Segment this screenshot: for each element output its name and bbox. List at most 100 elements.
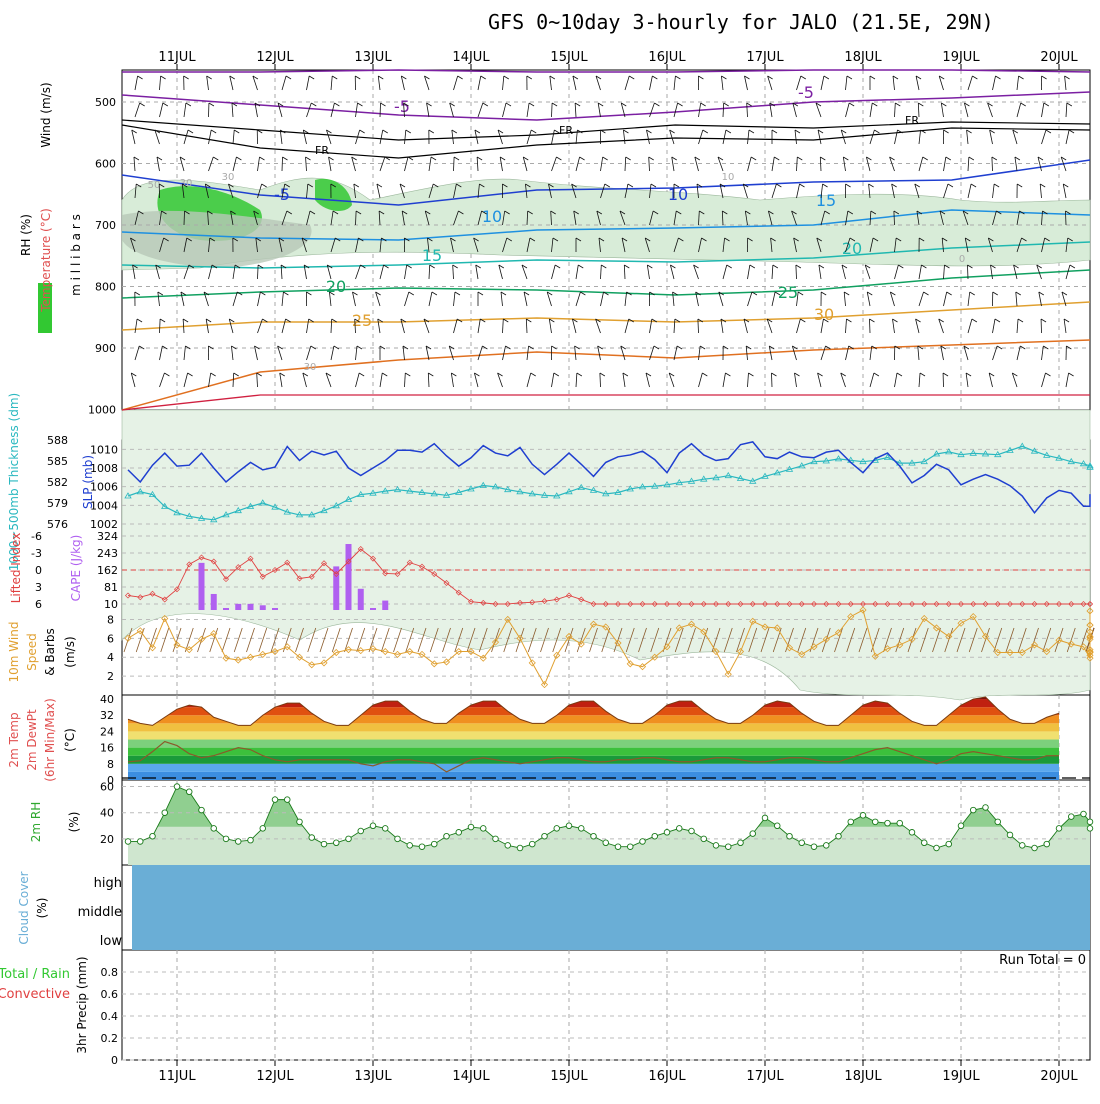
wind-barb xyxy=(1042,130,1046,144)
wind-barb xyxy=(380,373,382,387)
rh2m-line-point xyxy=(517,845,523,851)
date-label-top: 11JUL xyxy=(158,50,196,65)
wind10-barb xyxy=(222,628,230,652)
wind-barb xyxy=(428,373,429,387)
rh2m-line-point xyxy=(505,843,511,849)
wind-barb xyxy=(401,76,404,90)
wind-barb-flag xyxy=(531,373,536,376)
wind-barb xyxy=(573,76,576,90)
wind-barb xyxy=(575,103,576,117)
wind-barb xyxy=(134,157,135,171)
isotherm-freezing xyxy=(122,120,1090,140)
wind-barb-flag xyxy=(821,292,826,295)
wind-barb xyxy=(795,373,797,387)
wind-barb-flag xyxy=(429,130,434,133)
wind-barb xyxy=(1039,292,1042,306)
wind-barb-flag xyxy=(603,157,608,160)
li-tick-label: 6 xyxy=(35,598,42,611)
wind-barb xyxy=(303,130,306,144)
wind-barb xyxy=(282,76,286,90)
wind-barb-flag xyxy=(550,76,555,79)
isotherm-label: FR xyxy=(905,114,919,127)
wind-barb xyxy=(650,103,655,117)
wind-barb-flag xyxy=(452,130,457,133)
temp-bands xyxy=(122,691,1090,780)
wind-barb xyxy=(503,346,506,360)
rh2m-line-point xyxy=(652,833,658,839)
wind-barb xyxy=(650,76,653,90)
wind-barb xyxy=(623,130,625,144)
wind-barb xyxy=(968,76,972,90)
wind-barb-flag xyxy=(409,292,414,295)
wind-barb xyxy=(405,130,406,144)
cape-tick-label: 10 xyxy=(104,598,118,611)
wind-barb xyxy=(476,265,478,279)
wind-barb xyxy=(893,76,894,90)
wind-barb xyxy=(527,103,529,117)
wind-barb-flag xyxy=(748,373,753,376)
wind-barb-flag xyxy=(972,319,977,322)
rh2m-line-point xyxy=(260,826,266,832)
wind-barb xyxy=(919,130,921,144)
wind-barb-flag xyxy=(382,373,387,376)
wind-barb xyxy=(819,265,821,279)
rh2m-line-point xyxy=(762,815,768,821)
wind-barb xyxy=(503,103,507,117)
li-tick-label: -3 xyxy=(31,547,42,560)
isotherm-minus5 xyxy=(122,92,1090,120)
wind-barb xyxy=(797,184,800,198)
wind-barb xyxy=(478,103,483,117)
wind-barb xyxy=(503,76,504,90)
wind-barb xyxy=(552,265,556,279)
wind-barb-flag xyxy=(259,157,264,160)
thickness-tick-label: 579 xyxy=(47,497,68,510)
rh2m-line-point xyxy=(346,836,352,842)
isotherm-label: -5 xyxy=(394,97,410,116)
wind-barb xyxy=(209,373,211,387)
cloud-level-label: low xyxy=(100,934,123,949)
wind-barb xyxy=(723,265,727,279)
wind-barb-flag xyxy=(357,103,362,106)
date-label-bottom: 13JUL xyxy=(354,1069,392,1084)
isotherm-label: 10 xyxy=(668,185,688,204)
wind-barb xyxy=(600,373,601,387)
rh2m-line-point xyxy=(370,823,376,829)
wind-barb xyxy=(944,184,948,198)
rh2m-line-point xyxy=(358,828,364,834)
wind-barb-flag xyxy=(360,130,365,133)
wind-barb-flag xyxy=(188,373,193,376)
wind-barb xyxy=(478,76,481,90)
wind-barb-flag xyxy=(432,292,437,295)
precip-axis-label: 3hr Precip (mm) xyxy=(75,956,89,1053)
rh2m-line-point xyxy=(493,836,499,842)
rh2m-line-point xyxy=(872,819,878,825)
wind10-barb xyxy=(357,628,365,652)
wind-barb xyxy=(748,373,749,387)
wind-barb xyxy=(895,130,898,144)
wind-barb-flag xyxy=(724,103,729,106)
wind-barb-flag xyxy=(703,130,708,133)
cape-bar xyxy=(333,566,339,610)
wind-barb-flag xyxy=(969,157,974,160)
rh2m-line-point xyxy=(664,830,670,836)
cape-axis-label: CAPE (J/kg) xyxy=(69,535,83,602)
wind-barb xyxy=(649,157,650,171)
wind-barb-flag xyxy=(773,265,778,268)
wind-barb xyxy=(233,292,237,306)
wind-barb-flag xyxy=(994,184,999,187)
wind-barb-flag xyxy=(801,76,806,79)
wind-barb-flag xyxy=(529,103,534,106)
wind-barb-flag xyxy=(698,76,703,79)
wind-barb xyxy=(135,103,140,117)
wind-barb xyxy=(380,265,384,279)
rh2m-line-point xyxy=(615,844,621,850)
cloud-axis-label: Cloud Cover xyxy=(17,871,31,944)
date-label-bottom: 16JUL xyxy=(648,1069,686,1084)
rh2m-line-point xyxy=(456,830,462,836)
wind-barb xyxy=(454,157,455,171)
cape-bar xyxy=(223,608,229,610)
wind-barb-flag xyxy=(675,76,680,79)
rh2m-line-point xyxy=(970,807,976,813)
rh2m-line-point xyxy=(897,820,903,826)
temp-tick-label: 16 xyxy=(100,742,114,755)
